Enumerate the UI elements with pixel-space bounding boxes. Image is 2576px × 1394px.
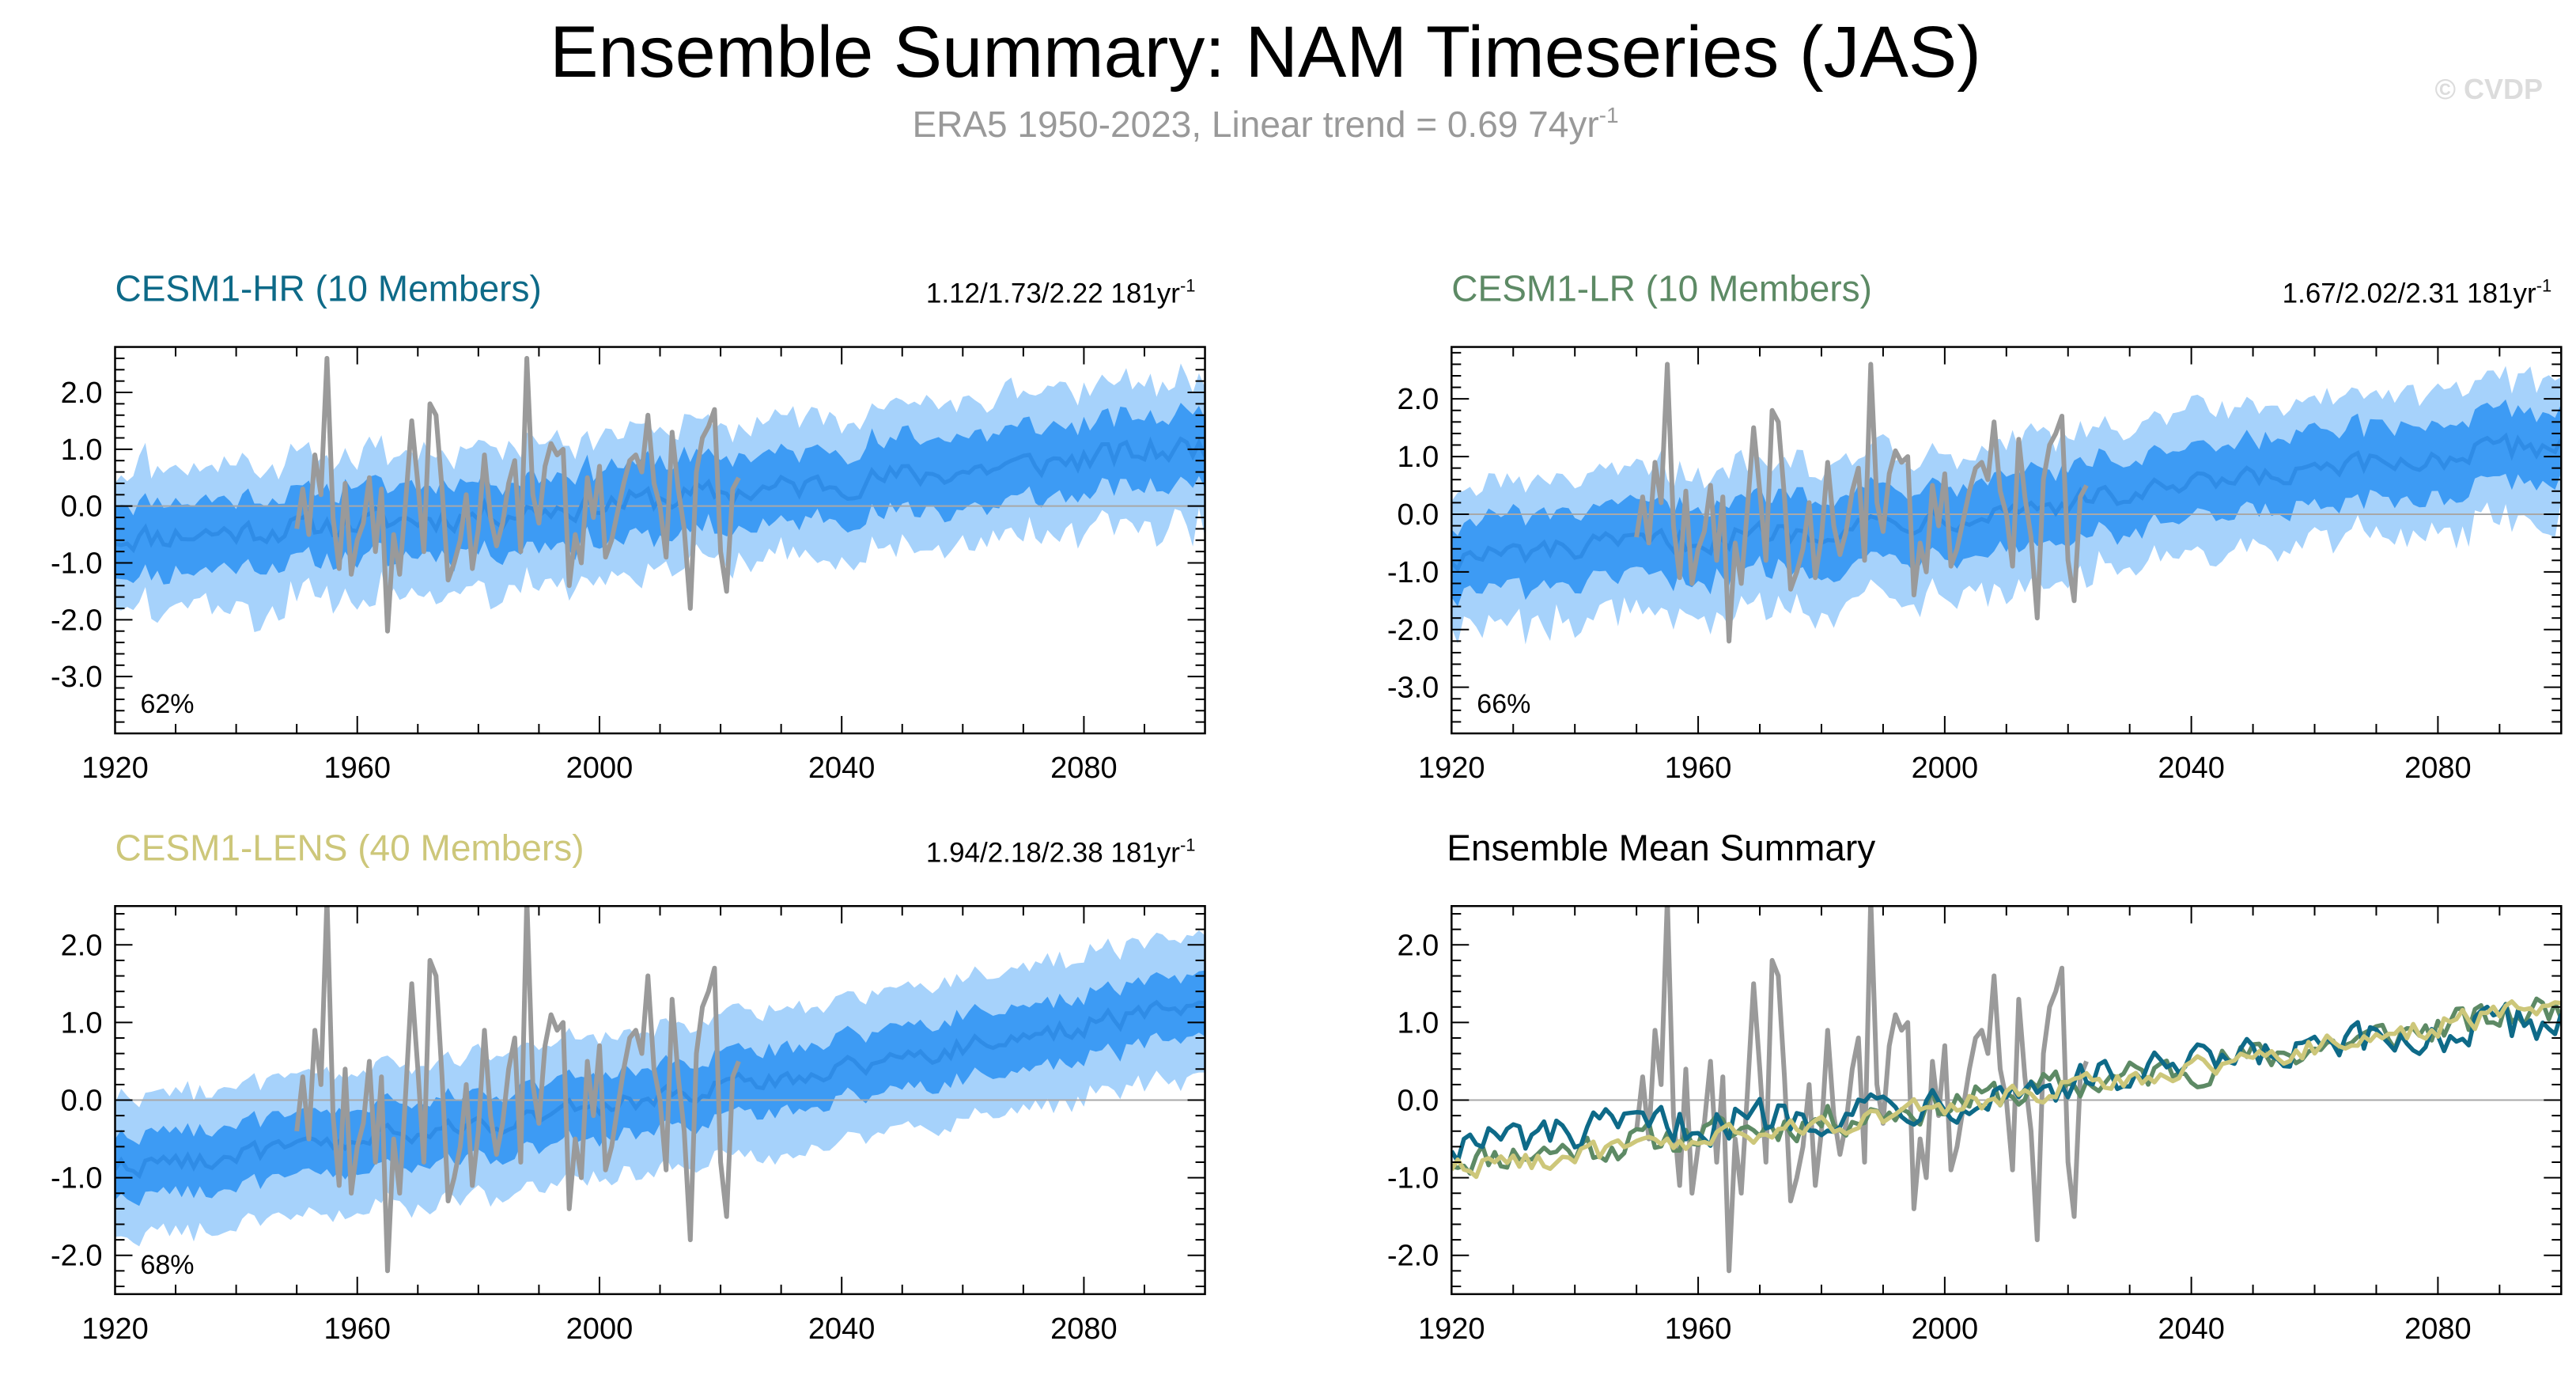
panel-title: CESM1-LENS (40 Members) — [115, 827, 584, 868]
panel-title: CESM1-LR (10 Members) — [1451, 268, 1872, 309]
inner-spread-band — [1451, 399, 2562, 607]
y-tick-label: -1.0 — [51, 1162, 102, 1195]
inner-spread-band — [115, 403, 1205, 585]
x-tick-label: 2080 — [1050, 752, 1118, 785]
x-tick-label: 2000 — [1912, 752, 1979, 785]
x-tick-label: 1920 — [1418, 752, 1485, 785]
y-tick-label: -1.0 — [1387, 1162, 1439, 1195]
y-tick-label: 2.0 — [1397, 929, 1439, 962]
y-tick-label: 0.0 — [61, 1085, 103, 1118]
y-tick-label: 0.0 — [1397, 498, 1439, 532]
observed-line — [294, 906, 741, 1274]
x-tick-label: 1920 — [81, 752, 149, 785]
axis-ticks — [114, 906, 1206, 1294]
chart-panel-cesm1-lens: 1920 1960 2000 2040 2080 2.0 1.0 0.0 -1.0 -2.0 CES… — [51, 827, 1206, 1346]
axis-ticks — [1451, 906, 2563, 1294]
panel-stats: 1.94/2.18/2.38 181yr-1 — [926, 835, 1196, 868]
y-tick-label: -3.0 — [51, 661, 102, 694]
x-tick-label: 2040 — [2158, 752, 2225, 785]
y-tick-label: -2.0 — [1387, 1240, 1439, 1273]
chart-panel-ensemble-mean-summary: 1920 1960 2000 2040 2080 2.0 1.0 0.0 -1.0 -2.0 Ens… — [1387, 827, 2563, 1346]
panel-percent: 62% — [140, 689, 194, 719]
y-tick-label: 2.0 — [61, 929, 103, 962]
y-tick-label: -2.0 — [51, 604, 102, 637]
observed-line — [294, 355, 741, 634]
copyright-label: © CVDP — [2434, 73, 2543, 105]
x-tick-label: 2040 — [808, 1313, 876, 1346]
y-tick-label: 2.0 — [1397, 383, 1439, 416]
plot-area — [115, 906, 1205, 1274]
x-tick-label: 1960 — [323, 752, 391, 785]
y-tick-label: 2.0 — [61, 377, 103, 410]
chart-panel-cesm1-hr: 1920 1960 2000 2040 2080 2.0 1.0 0.0 -1.0 -2.0 -3.… — [51, 268, 1206, 785]
y-tick-label: 0.0 — [1397, 1085, 1439, 1118]
panel-title: Ensemble Mean Summary — [1447, 827, 1875, 868]
axis-ticks — [1451, 347, 2563, 735]
panel-stats: 1.12/1.73/2.22 181yr-1 — [926, 276, 1196, 309]
x-tick-label: 2000 — [566, 1313, 634, 1346]
x-tick-label: 1960 — [1665, 752, 1732, 785]
y-tick-label: 1.0 — [61, 434, 103, 467]
y-tick-label: -1.0 — [1387, 556, 1439, 589]
y-tick-label: 1.0 — [1397, 441, 1439, 474]
y-tick-label: 1.0 — [61, 1006, 103, 1040]
y-tick-label: 1.0 — [1397, 1006, 1439, 1040]
observed-line — [1634, 362, 2089, 644]
y-tick-label: -2.0 — [1387, 614, 1439, 647]
x-tick-label: 2080 — [2404, 752, 2472, 785]
x-tick-label: 2040 — [808, 752, 876, 785]
x-tick-label: 2080 — [1050, 1313, 1118, 1346]
panel-percent: 66% — [1477, 689, 1530, 719]
series-line-cesm1-hr — [1451, 1002, 2562, 1164]
x-tick-label: 1920 — [1418, 1313, 1485, 1346]
plot-area — [1451, 906, 2562, 1274]
panel-title: CESM1-HR (10 Members) — [115, 268, 541, 309]
series-line-cesm1-lr — [1451, 996, 2562, 1176]
panel-stats: 1.67/2.02/2.31 181yr-1 — [2283, 276, 2552, 309]
x-tick-label: 2000 — [1912, 1313, 1979, 1346]
y-tick-label: -1.0 — [51, 547, 102, 581]
x-tick-label: 1960 — [1665, 1313, 1732, 1346]
x-tick-label: 2080 — [2404, 1313, 2472, 1346]
figure-title: Ensemble Summary: NAM Timeseries (JAS) — [550, 12, 1981, 93]
y-tick-label: 0.0 — [61, 491, 103, 524]
observed-line — [1634, 906, 2089, 1274]
plot-area — [115, 355, 1205, 634]
x-tick-label: 1920 — [81, 1313, 149, 1346]
figure-subtitle: ERA5 1950-2023, Linear trend = 0.69 74yr… — [0, 103, 2531, 146]
subtitle-exponent: -1 — [1598, 103, 1619, 127]
axis-ticks — [114, 346, 1206, 735]
subtitle-text: ERA5 1950-2023, Linear trend = 0.69 74yr — [912, 104, 1599, 145]
x-tick-label: 2000 — [566, 752, 634, 785]
y-tick-label: -3.0 — [1387, 672, 1439, 705]
series-line-cesm1-lens — [1451, 999, 2562, 1180]
chart-panel-cesm1-lr: 1920 1960 2000 2040 2080 2.0 1.0 0.0 -1.0 -2.0 -3.… — [1387, 268, 2563, 785]
y-tick-label: -2.0 — [51, 1240, 102, 1273]
x-tick-label: 2040 — [2158, 1313, 2225, 1346]
x-tick-label: 1960 — [323, 1313, 391, 1346]
panel-percent: 68% — [140, 1250, 194, 1280]
plot-area — [1451, 362, 2562, 645]
